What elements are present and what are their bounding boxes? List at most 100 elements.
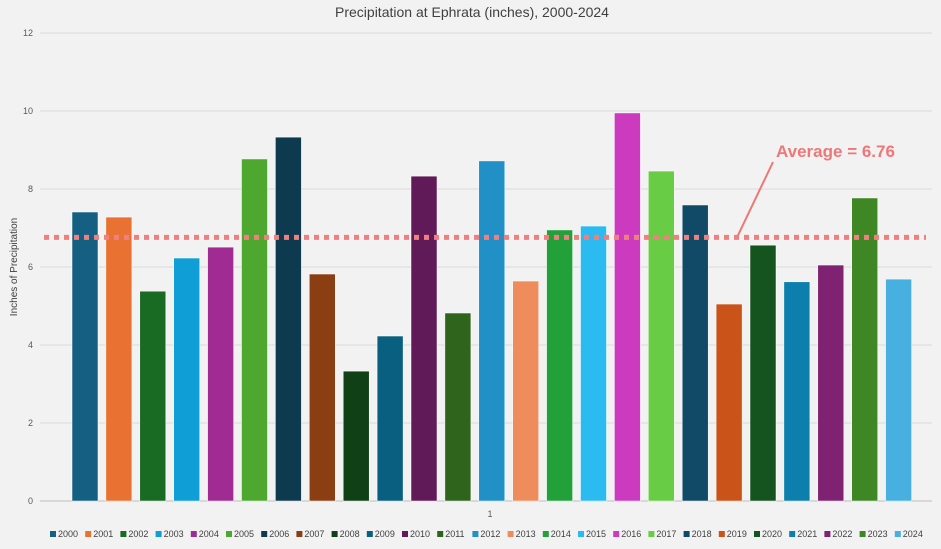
legend-item-2002: 2002	[120, 529, 148, 539]
legend-label: 2013	[516, 529, 536, 539]
legend-swatch	[894, 531, 901, 537]
bar-2002	[139, 290, 167, 502]
bar-2007	[309, 273, 336, 502]
y-tick-label: 4	[28, 340, 33, 350]
legend-item-2001: 2001	[85, 529, 113, 539]
average-line-group: Average = 6.76	[44, 142, 926, 240]
legend: 2000 2001 2002 2003 2004 2005 2006 2007 2008 2009…	[50, 529, 923, 539]
y-axis-ticks: 0 2 4 6 8 10 12	[23, 28, 33, 506]
bars	[71, 112, 912, 502]
chart-title: Precipitation at Ephrata (inches), 2000-…	[335, 4, 609, 20]
bar-2021	[783, 281, 811, 502]
bar-2018	[681, 204, 709, 502]
bar-2014	[546, 229, 573, 502]
bar-2008	[342, 370, 370, 502]
legend-item-2015: 2015	[578, 529, 606, 539]
legend-label: 2005	[234, 529, 254, 539]
legend-item-2005: 2005	[226, 529, 254, 539]
y-tick-label: 8	[28, 184, 33, 194]
legend-label: 2011	[445, 529, 464, 539]
bar-2005	[241, 158, 268, 502]
legend-item-2011: 2011	[437, 529, 465, 539]
legend-swatch	[824, 531, 831, 537]
legend-swatch	[437, 531, 444, 537]
legend-label: 2018	[692, 529, 712, 539]
legend-swatch	[648, 531, 655, 537]
legend-label: 2002	[128, 529, 148, 539]
legend-swatch	[542, 531, 549, 537]
legend-label: 2020	[762, 529, 782, 539]
bar-2019	[715, 303, 743, 502]
legend-swatch	[683, 531, 690, 537]
legend-item-2012: 2012	[472, 529, 500, 539]
legend-label: 2003	[164, 529, 184, 539]
bar-2020	[749, 244, 777, 502]
y-tick-label: 0	[28, 496, 33, 506]
bar-2010	[410, 175, 438, 502]
legend-item-2016: 2016	[613, 529, 641, 539]
bar-2006	[275, 136, 302, 502]
legend-swatch	[296, 531, 303, 537]
y-tick-label: 6	[28, 262, 33, 272]
legend-swatch	[85, 531, 92, 537]
average-annotation: Average = 6.76	[776, 142, 895, 161]
legend-label: 2017	[656, 529, 676, 539]
legend-swatch	[50, 531, 56, 537]
bar-2009	[376, 335, 404, 502]
legend-item-2019: 2019	[718, 529, 747, 539]
legend-swatch	[507, 531, 514, 537]
x-axis-category-label: 1	[487, 509, 492, 519]
legend-label: 2008	[340, 529, 360, 539]
legend-label: 2009	[375, 529, 395, 539]
legend-label: 2012	[480, 529, 500, 539]
legend-swatch	[261, 531, 268, 537]
bar-2003	[173, 257, 200, 502]
legend-label: 2006	[269, 529, 289, 539]
legend-swatch	[402, 531, 408, 537]
legend-label: 2024	[903, 529, 923, 539]
legend-swatch	[859, 531, 866, 537]
y-tick-label: 10	[23, 106, 33, 116]
legend-swatch	[718, 531, 725, 537]
legend-item-2000: 2000	[50, 529, 78, 539]
y-tick-label: 2	[28, 418, 33, 428]
bar-2023	[851, 197, 878, 502]
y-axis-label: Inches of Precipitation	[9, 218, 20, 316]
bar-2012	[478, 160, 506, 502]
legend-item-2018: 2018	[683, 529, 712, 539]
legend-item-2003: 2003	[155, 529, 184, 539]
legend-label: 2004	[199, 529, 219, 539]
legend-item-2004: 2004	[190, 529, 219, 539]
bar-2004	[207, 246, 234, 502]
legend-item-2021: 2021	[789, 529, 817, 539]
legend-swatch	[331, 531, 338, 537]
legend-label: 2019	[727, 529, 747, 539]
bar-2015	[580, 225, 607, 502]
legend-item-2008: 2008	[331, 529, 360, 539]
legend-swatch	[789, 531, 796, 537]
legend-label: 2001	[93, 529, 113, 539]
bar-2013	[512, 280, 539, 502]
legend-label: 2014	[551, 529, 571, 539]
legend-item-2013: 2013	[507, 529, 536, 539]
legend-swatch	[226, 531, 232, 537]
legend-label: 2000	[58, 529, 78, 539]
legend-item-2014: 2014	[542, 529, 571, 539]
legend-label: 2007	[304, 529, 324, 539]
legend-item-2010: 2010	[402, 529, 430, 539]
legend-swatch	[120, 531, 127, 537]
legend-swatch	[155, 531, 162, 537]
legend-swatch	[190, 531, 197, 537]
legend-swatch	[754, 531, 760, 537]
legend-swatch	[613, 531, 620, 537]
y-tick-label: 12	[23, 28, 33, 38]
legend-item-2024: 2024	[894, 529, 923, 539]
bar-2022	[817, 264, 845, 502]
legend-swatch	[578, 531, 584, 537]
bar-2001	[105, 216, 133, 502]
bar-2000	[71, 211, 99, 502]
legend-item-2022: 2022	[824, 529, 852, 539]
legend-label: 2021	[797, 529, 817, 539]
legend-label: 2010	[410, 529, 430, 539]
legend-item-2006: 2006	[261, 529, 289, 539]
